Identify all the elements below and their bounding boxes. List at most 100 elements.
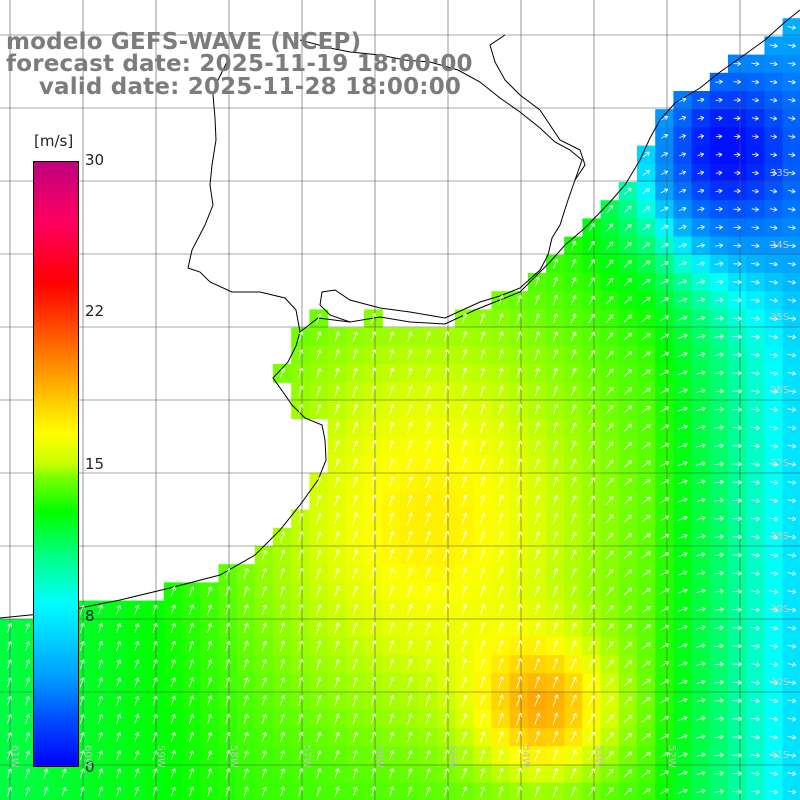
wind-arrow xyxy=(516,694,522,707)
wind-arrow xyxy=(516,531,522,543)
wind-arrow xyxy=(695,679,706,685)
wind-arrow xyxy=(498,603,504,616)
wind-cell xyxy=(582,291,602,310)
wind-arrow xyxy=(334,494,340,507)
wind-arrow xyxy=(770,134,778,139)
wind-arrow xyxy=(370,622,377,634)
wind-arrow xyxy=(134,640,140,652)
wind-arrow xyxy=(641,697,651,705)
wind-arrow xyxy=(750,370,761,376)
wind-cell xyxy=(618,200,638,219)
wind-cell xyxy=(600,273,620,292)
wind-cell xyxy=(637,236,656,256)
wind-arrow xyxy=(695,388,706,394)
wind-arrow xyxy=(588,477,595,488)
wind-arrow xyxy=(389,713,395,725)
wind-arrow xyxy=(715,97,723,103)
wind-arrow xyxy=(98,750,103,761)
wind-arrow xyxy=(534,585,540,598)
colorbar-unit: [m/s] xyxy=(34,132,74,150)
wind-arrow xyxy=(787,206,796,212)
wind-arrow xyxy=(498,731,504,743)
wind-arrow xyxy=(570,731,577,743)
wind-arrow xyxy=(696,243,705,248)
wind-arrow xyxy=(225,731,231,743)
wind-arrow xyxy=(534,712,541,726)
wind-cell xyxy=(655,455,674,474)
wind-arrow xyxy=(732,752,743,758)
wind-cell xyxy=(655,236,674,256)
wind-arrow xyxy=(714,425,724,430)
wind-cell xyxy=(618,655,638,674)
wind-arrow xyxy=(407,676,413,689)
wind-arrow xyxy=(623,478,633,487)
wind-arrow xyxy=(352,676,358,688)
wind-arrow xyxy=(769,206,778,212)
lon-label: 58W xyxy=(228,745,239,768)
wind-arrow xyxy=(352,768,358,779)
wind-arrow xyxy=(732,425,743,431)
lat-label: 39S xyxy=(770,604,790,615)
wind-arrow xyxy=(677,279,688,285)
wind-cell xyxy=(600,327,620,347)
wind-arrow xyxy=(570,531,577,543)
lon-label: 53W xyxy=(593,745,604,768)
wind-arrow xyxy=(677,406,688,412)
wind-arrow xyxy=(534,403,540,415)
wind-arrow xyxy=(334,658,340,670)
wind-arrow xyxy=(677,552,688,558)
wind-arrow xyxy=(316,731,322,743)
wind-arrow xyxy=(407,622,413,634)
wind-arrow xyxy=(552,349,559,361)
wind-arrow xyxy=(188,731,195,743)
wind-arrow xyxy=(659,479,670,486)
wind-arrow xyxy=(407,585,413,598)
wind-arrow xyxy=(534,331,540,343)
wind-arrow xyxy=(695,788,706,794)
wind-cell xyxy=(618,527,638,547)
wind-arrow xyxy=(352,585,359,598)
wind-arrow xyxy=(479,749,486,761)
wind-arrow xyxy=(334,603,340,616)
wind-arrow xyxy=(552,749,559,762)
wind-arrow xyxy=(498,440,504,452)
wind-arrow xyxy=(659,406,670,413)
wind-arrow xyxy=(243,713,249,725)
wind-arrow xyxy=(388,367,395,379)
wind-arrow xyxy=(207,640,213,652)
wind-arrow xyxy=(243,622,249,634)
wind-arrow xyxy=(243,585,249,597)
wind-arrow xyxy=(298,385,304,397)
wind-arrow xyxy=(787,571,797,576)
wind-arrow xyxy=(623,296,633,305)
wind-arrow xyxy=(769,334,779,340)
wind-arrow xyxy=(788,134,796,139)
wind-arrow xyxy=(443,530,450,543)
wind-cell xyxy=(600,764,620,784)
wind-cell xyxy=(582,382,602,401)
wind-cell xyxy=(655,491,674,511)
wind-cell xyxy=(655,364,674,383)
wind-arrow xyxy=(641,624,651,632)
wind-cell xyxy=(655,728,674,747)
wind-arrow xyxy=(170,768,176,779)
wind-cell xyxy=(618,182,638,201)
wind-arrow xyxy=(498,767,504,779)
wind-arrow xyxy=(732,570,743,576)
wind-arrow xyxy=(79,713,85,724)
wind-cell xyxy=(618,418,638,438)
wind-arrow xyxy=(98,768,103,779)
wind-arrow xyxy=(25,786,31,797)
wind-arrow xyxy=(697,188,705,194)
wind-arrow xyxy=(407,658,413,670)
wind-arrow xyxy=(207,604,213,615)
wind-arrow xyxy=(498,640,504,652)
wind-arrow xyxy=(352,549,359,561)
wind-arrow xyxy=(605,750,614,760)
wind-arrow xyxy=(660,242,669,249)
wind-arrow xyxy=(79,640,85,652)
wind-arrow xyxy=(677,643,688,649)
wind-arrow xyxy=(570,495,577,506)
wind-arrow xyxy=(570,622,577,634)
